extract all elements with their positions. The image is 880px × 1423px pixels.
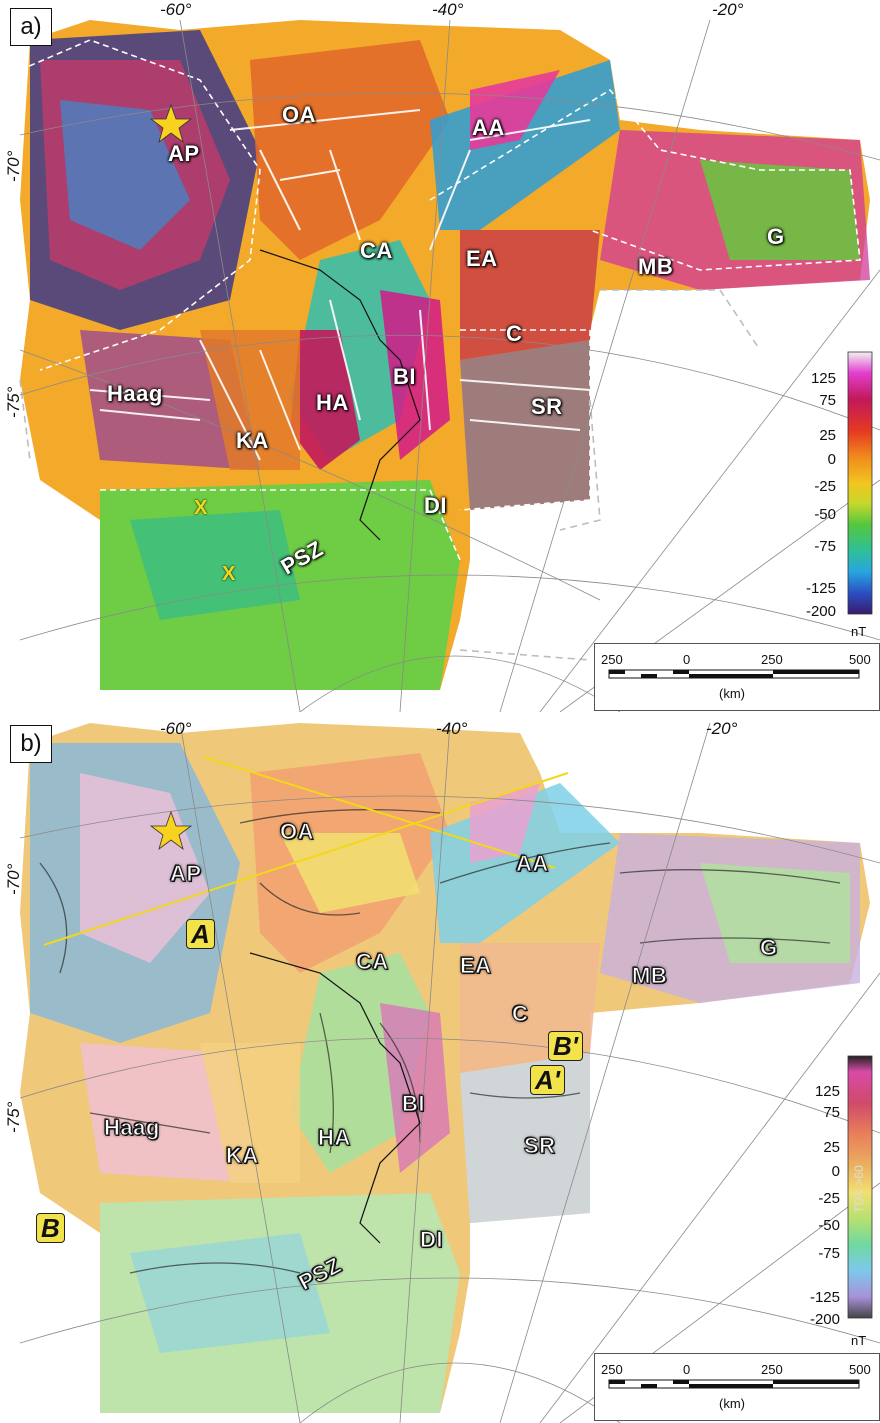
scale-label-250-left-b: 250 [601,1362,623,1377]
panel-a-magnetic-anomaly-map: a) -60° -40° -20° -70° -75° OA AA AP CA … [4,0,880,712]
lat-tick-70: -70° [4,150,23,182]
x-marker-1: X [194,497,208,519]
label-bi: BI [393,364,416,389]
colorbar-unit: nT [851,624,867,639]
label-ap-b: AP [170,861,202,887]
cbar-tick: 75 [819,392,836,409]
label-bi-b: BI [402,1091,426,1117]
lon-tick-20-b: -20° [706,719,738,738]
label-ea: EA [466,246,498,271]
label-sr: SR [531,394,563,419]
cbar-tick-b: -125 [809,1289,840,1306]
label-haag-b: Haag [104,1115,160,1141]
label-ha-b: HA [318,1125,351,1151]
scale-label-500: 500 [849,652,871,667]
colorbar-unit-b: nT [851,1333,867,1348]
colorbar-gradient-b [847,1055,873,1319]
cbar-tick: -50 [814,506,836,523]
cbar-tick-b: 0 [831,1163,840,1180]
cbar-tick: 25 [819,427,836,444]
lat-tick-75: -75° [4,386,23,418]
scalebar-b: 250 0 250 500 (km) [594,1353,880,1421]
scalebar-a-graphic [608,669,860,679]
x-marker-2: X [222,563,236,585]
lon-tick-60-b: -60° [160,719,192,738]
label-sr-b: SR [524,1133,556,1159]
cbar-tick: -125 [805,580,836,597]
profile-label-a: A [186,919,215,949]
scale-label-250-right-b: 250 [761,1362,783,1377]
cbar-tick-b: 25 [823,1139,840,1156]
panel-a-label: a) [10,8,52,46]
scale-unit-b: (km) [719,1396,745,1411]
star-marker-b [149,810,193,851]
profile-line-a [203,756,556,869]
scale-label-250-left: 250 [601,652,623,667]
label-oa-b: OA [280,819,315,845]
scalebar-b-graphic [608,1379,860,1389]
cbar-tick: -75 [814,538,836,555]
lon-tick-60: -60° [160,0,192,19]
cbar-tick-b: -200 [809,1311,840,1328]
cbar-tick: -25 [814,478,836,495]
label-ca: CA [360,238,393,263]
colorbar-gradient [847,351,873,615]
star-marker [149,103,193,144]
label-ha: HA [316,390,349,415]
cbar-tick-b: -75 [818,1245,840,1262]
panel-a-map-svg [19,19,880,712]
label-aa-b: AA [516,851,549,877]
tdx-threshold-label: TDX >60 [852,1165,866,1213]
label-g-b: G [760,935,778,961]
profile-label-b-prime: B' [548,1031,583,1061]
cbar-tick-b: 125 [814,1083,840,1100]
label-ea-b: EA [460,953,492,979]
label-ca-b: CA [356,949,389,975]
lon-tick-20: -20° [712,0,744,19]
panel-b-tilt-derivative-map: b) -60° -40° -20° -70° -75° OA AA AP CA … [0,713,880,1423]
profile-label-a-prime: A' [530,1065,565,1095]
cbar-tick-b: 75 [823,1104,840,1121]
cbar-tick-b: -50 [818,1217,840,1234]
scale-label-0: 0 [683,652,691,667]
label-mb-b: MB [631,963,668,989]
label-c: C [506,321,523,346]
label-c-b: C [511,1001,529,1027]
scalebar-a: 250 0 250 500 (km) [594,643,880,711]
label-ap: AP [168,141,200,166]
lat-tick-70-b: -70° [4,863,23,895]
label-g: G [767,224,785,249]
scale-label-500-b: 500 [849,1362,871,1377]
label-ka: KA [236,428,269,453]
lon-tick-40: -40° [432,0,464,19]
label-aa: AA [472,115,505,140]
lat-tick-75-b: -75° [4,1101,23,1133]
cbar-tick-b: -25 [818,1190,840,1207]
profile-line-b [43,772,569,946]
label-oa: OA [282,102,316,127]
label-mb: MB [638,254,674,279]
cbar-tick: 125 [810,370,836,387]
scale-label-250-right: 250 [761,652,783,667]
panel-b-label: b) [10,725,52,763]
lon-tick-40-b: -40° [436,719,468,738]
label-ka-b: KA [226,1143,259,1169]
scale-label-0-b: 0 [683,1362,691,1377]
label-di: DI [424,493,447,518]
cbar-tick: -200 [805,603,836,620]
scale-unit: (km) [719,686,745,701]
panel-b-map-svg [19,722,880,1423]
label-haag: Haag [107,381,163,406]
profile-label-b: B [36,1213,65,1243]
cbar-tick: 0 [827,451,836,468]
label-di-b: DI [420,1227,444,1253]
